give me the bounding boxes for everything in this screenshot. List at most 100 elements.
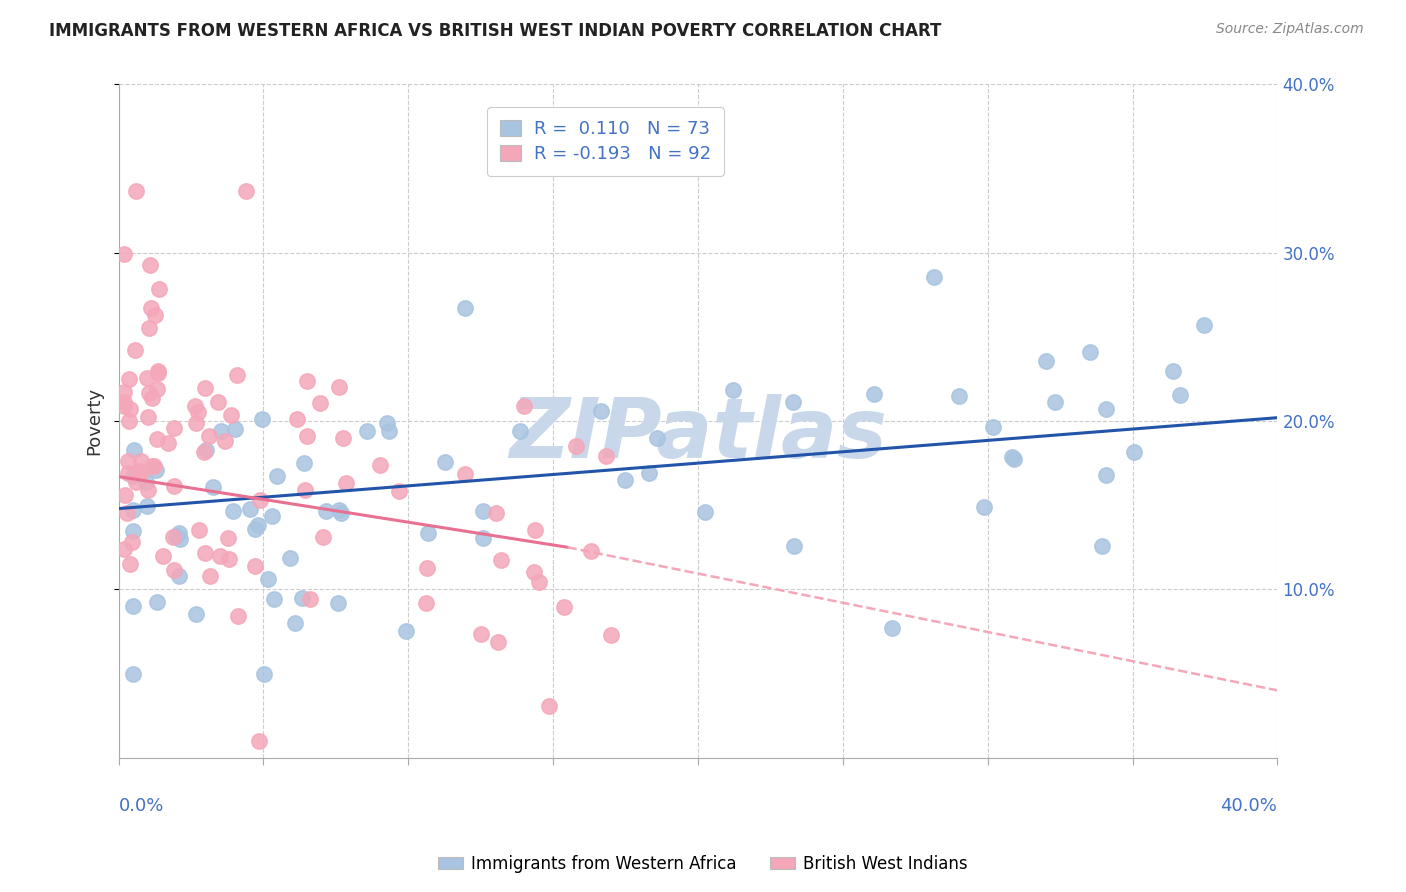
Point xyxy=(118,558,141,572)
Point xyxy=(218,551,240,566)
Point xyxy=(295,374,318,388)
Point xyxy=(239,501,262,516)
Point xyxy=(1192,318,1215,332)
Point xyxy=(564,439,586,453)
Point xyxy=(112,394,135,409)
Point xyxy=(146,432,169,446)
Point xyxy=(184,399,207,413)
Point xyxy=(114,488,136,502)
Point xyxy=(143,458,166,473)
Point xyxy=(328,380,350,394)
Point xyxy=(135,475,157,489)
Point xyxy=(188,524,211,538)
Point xyxy=(193,444,215,458)
Point xyxy=(284,615,307,630)
Text: Source: ZipAtlas.com: Source: ZipAtlas.com xyxy=(1216,22,1364,37)
Point xyxy=(595,449,617,463)
Point xyxy=(326,596,349,610)
Point xyxy=(117,453,139,467)
Point xyxy=(129,464,152,478)
Point xyxy=(198,429,221,443)
Point xyxy=(948,389,970,403)
Point xyxy=(243,559,266,574)
Point xyxy=(472,504,495,518)
Point xyxy=(163,421,186,435)
Point xyxy=(309,395,332,409)
Point xyxy=(129,453,152,467)
Point xyxy=(138,385,160,400)
Point xyxy=(117,466,139,480)
Point xyxy=(214,434,236,449)
Point xyxy=(1168,388,1191,402)
Point xyxy=(235,184,257,198)
Point xyxy=(523,566,546,580)
Point xyxy=(924,270,946,285)
Point xyxy=(378,424,401,438)
Point xyxy=(247,734,270,748)
Point xyxy=(184,416,207,430)
Point xyxy=(122,524,145,538)
Point xyxy=(782,395,804,409)
Point xyxy=(148,366,170,380)
Point xyxy=(249,492,271,507)
Point xyxy=(1002,452,1025,467)
Point xyxy=(1078,345,1101,359)
Point xyxy=(195,443,218,458)
Point xyxy=(198,568,221,582)
Point xyxy=(117,372,139,386)
Point xyxy=(136,499,159,513)
Point xyxy=(591,404,613,418)
Text: 40.0%: 40.0% xyxy=(1220,797,1278,814)
Point xyxy=(266,469,288,483)
Point xyxy=(613,473,636,487)
Point xyxy=(395,624,418,638)
Point xyxy=(247,518,270,533)
Point xyxy=(1043,395,1066,409)
Point xyxy=(695,505,717,519)
Point xyxy=(328,502,350,516)
Point xyxy=(368,458,391,472)
Point xyxy=(122,599,145,613)
Point xyxy=(224,422,246,436)
Point xyxy=(141,391,163,405)
Point xyxy=(138,410,160,425)
Point xyxy=(509,425,531,439)
Point xyxy=(187,405,209,419)
Point xyxy=(553,599,575,614)
Point xyxy=(527,575,550,590)
Point xyxy=(194,381,217,395)
Point xyxy=(138,321,160,335)
Point xyxy=(335,475,357,490)
Point xyxy=(416,525,439,540)
Point xyxy=(165,529,187,543)
Point xyxy=(292,456,315,470)
Point xyxy=(253,666,276,681)
Point xyxy=(167,526,190,541)
Point xyxy=(112,399,135,413)
Point xyxy=(112,247,135,261)
Legend: Immigrants from Western Africa, British West Indians: Immigrants from Western Africa, British … xyxy=(432,848,974,880)
Point xyxy=(125,475,148,489)
Point xyxy=(298,592,321,607)
Point xyxy=(377,416,399,430)
Point xyxy=(485,506,508,520)
Point xyxy=(152,549,174,563)
Point xyxy=(454,467,477,481)
Point xyxy=(294,483,316,498)
Point xyxy=(470,627,492,641)
Point xyxy=(141,301,163,315)
Point xyxy=(162,530,184,544)
Point xyxy=(226,608,249,623)
Point xyxy=(120,401,142,416)
Point xyxy=(1035,354,1057,368)
Point xyxy=(146,382,169,396)
Point xyxy=(250,412,273,426)
Point xyxy=(645,431,668,445)
Point xyxy=(863,386,886,401)
Y-axis label: Poverty: Poverty xyxy=(86,387,103,455)
Point xyxy=(472,531,495,545)
Point xyxy=(1123,445,1146,459)
Point xyxy=(124,343,146,357)
Point xyxy=(143,308,166,322)
Point xyxy=(145,463,167,477)
